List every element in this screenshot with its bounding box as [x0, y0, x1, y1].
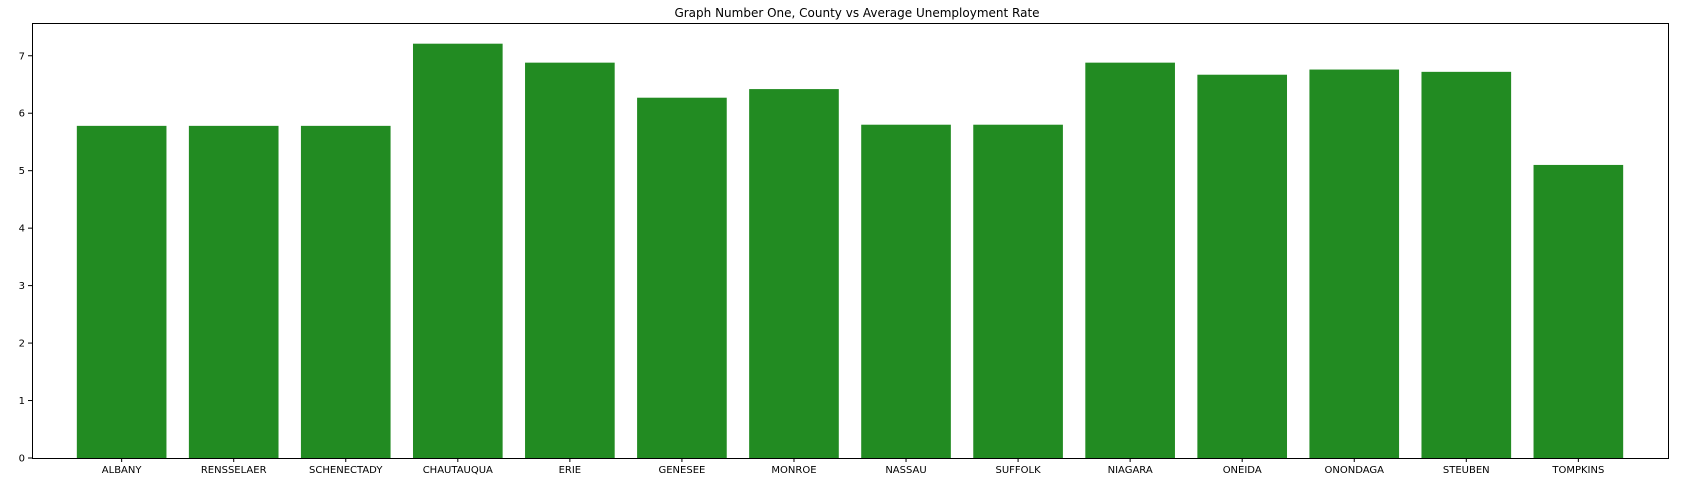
x-tick-label-niagara: NIAGARA	[1108, 465, 1153, 476]
y-tick-label-7: 7	[19, 51, 25, 62]
x-tick-label-oneida: ONEIDA	[1223, 465, 1262, 476]
y-tick-label-3: 3	[19, 281, 25, 292]
bar-albany	[76, 125, 167, 458]
plot-frame	[32, 23, 1669, 459]
x-tick-label-onondaga: ONONDAGA	[1325, 465, 1385, 476]
bar-oneida	[1197, 74, 1288, 458]
bar-niagara	[1085, 62, 1175, 458]
y-tick-label-6: 6	[19, 109, 25, 120]
x-tick-label-albany: ALBANY	[102, 465, 143, 476]
bar-rensselaer	[188, 125, 279, 458]
x-tick-label-steuben: STEUBEN	[1443, 465, 1490, 476]
y-tick-label-4: 4	[19, 224, 25, 235]
bar-nassau	[861, 124, 951, 459]
bar-onondaga	[1309, 69, 1400, 458]
x-tick-label-chautauqua: CHAUTAUQUA	[423, 465, 493, 476]
x-tick-label-monroe: MONROE	[771, 465, 816, 476]
x-tick-label-genesee: GENESEE	[658, 465, 705, 476]
x-tick-label-nassau: NASSAU	[885, 465, 926, 476]
x-tick-label-tompkins: TOMPKINS	[1551, 465, 1604, 476]
y-tick-label-1: 1	[19, 396, 25, 407]
bar-erie	[525, 62, 615, 458]
bar-tompkins	[1533, 164, 1624, 458]
x-tick-label-suffolk: SUFFOLK	[995, 465, 1041, 476]
bars-group	[76, 43, 1624, 459]
bar-genesee	[637, 97, 727, 459]
y-tick-label-0: 0	[19, 454, 25, 465]
bar-steuben	[1421, 71, 1512, 459]
bar-schenectady	[300, 125, 391, 458]
bar-suffolk	[973, 124, 1063, 459]
bar-monroe	[749, 89, 839, 458]
x-tick-label-erie: ERIE	[559, 465, 582, 476]
x-tick-label-rensselaer: RENSSELAER	[201, 465, 267, 476]
axes-group: ALBANY RENSSELAER SCHENECTADY CHAUTAUQUA ERI…	[19, 51, 1605, 476]
chart-title: Graph Number One, County vs Average Unem…	[674, 6, 1039, 20]
bar-chautauqua	[412, 43, 503, 458]
y-tick-label-5: 5	[19, 166, 25, 177]
x-tick-label-schenectady: SCHENECTADY	[309, 465, 383, 476]
y-tick-label-2: 2	[19, 339, 25, 350]
